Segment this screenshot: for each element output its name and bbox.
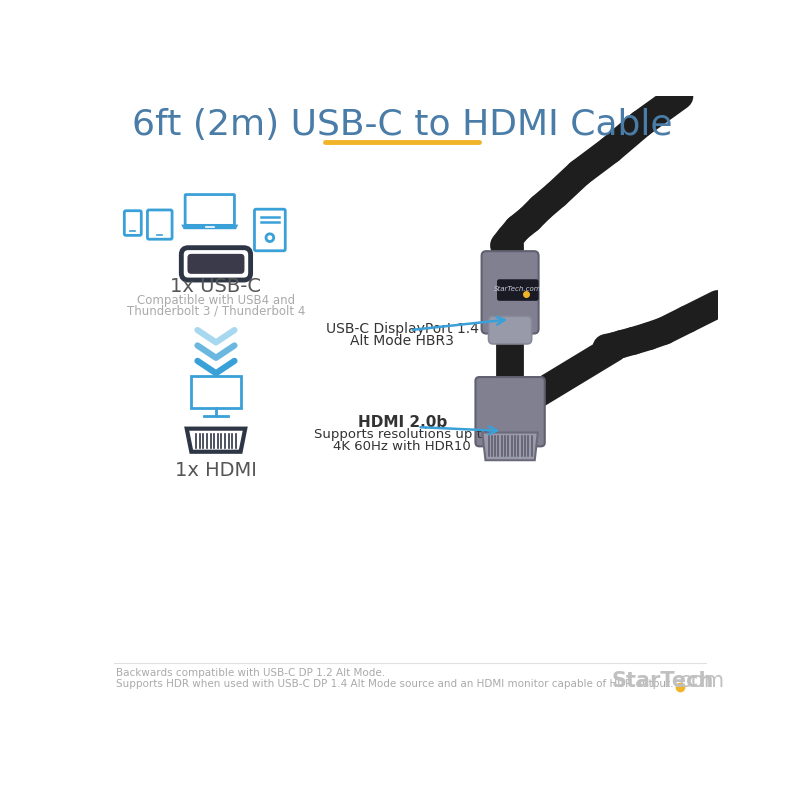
Text: 4K 60Hz with HDR10: 4K 60Hz with HDR10	[334, 440, 471, 453]
Text: 1x HDMI: 1x HDMI	[175, 462, 257, 481]
Text: Compatible with USB4 and: Compatible with USB4 and	[137, 294, 295, 306]
FancyBboxPatch shape	[497, 279, 538, 301]
FancyBboxPatch shape	[187, 254, 245, 274]
FancyBboxPatch shape	[475, 377, 545, 446]
Text: Backwards compatible with USB-C DP 1.2 Alt Mode.: Backwards compatible with USB-C DP 1.2 A…	[116, 669, 385, 678]
Text: Supports HDR when used with USB-C DP 1.4 Alt Mode source and an HDMI monitor cap: Supports HDR when used with USB-C DP 1.4…	[116, 679, 674, 690]
Text: 6ft (2m) USB-C to HDMI Cable: 6ft (2m) USB-C to HDMI Cable	[132, 108, 673, 142]
Polygon shape	[182, 225, 238, 230]
Text: USB-C DisplayPort 1.4: USB-C DisplayPort 1.4	[326, 322, 478, 335]
Text: StarTech: StarTech	[612, 671, 714, 691]
Text: HDMI 2.0b: HDMI 2.0b	[358, 415, 447, 430]
Text: 1x USB-C: 1x USB-C	[170, 277, 262, 296]
FancyBboxPatch shape	[489, 316, 532, 344]
Text: Alt Mode HBR3: Alt Mode HBR3	[350, 334, 454, 348]
Text: .com: .com	[674, 671, 725, 691]
Text: Supports resolutions up to: Supports resolutions up to	[314, 428, 490, 442]
Text: StarTech.com: StarTech.com	[494, 286, 542, 292]
Polygon shape	[482, 433, 538, 460]
Text: Thunderbolt 3 / Thunderbolt 4: Thunderbolt 3 / Thunderbolt 4	[126, 304, 305, 318]
FancyBboxPatch shape	[482, 251, 538, 334]
